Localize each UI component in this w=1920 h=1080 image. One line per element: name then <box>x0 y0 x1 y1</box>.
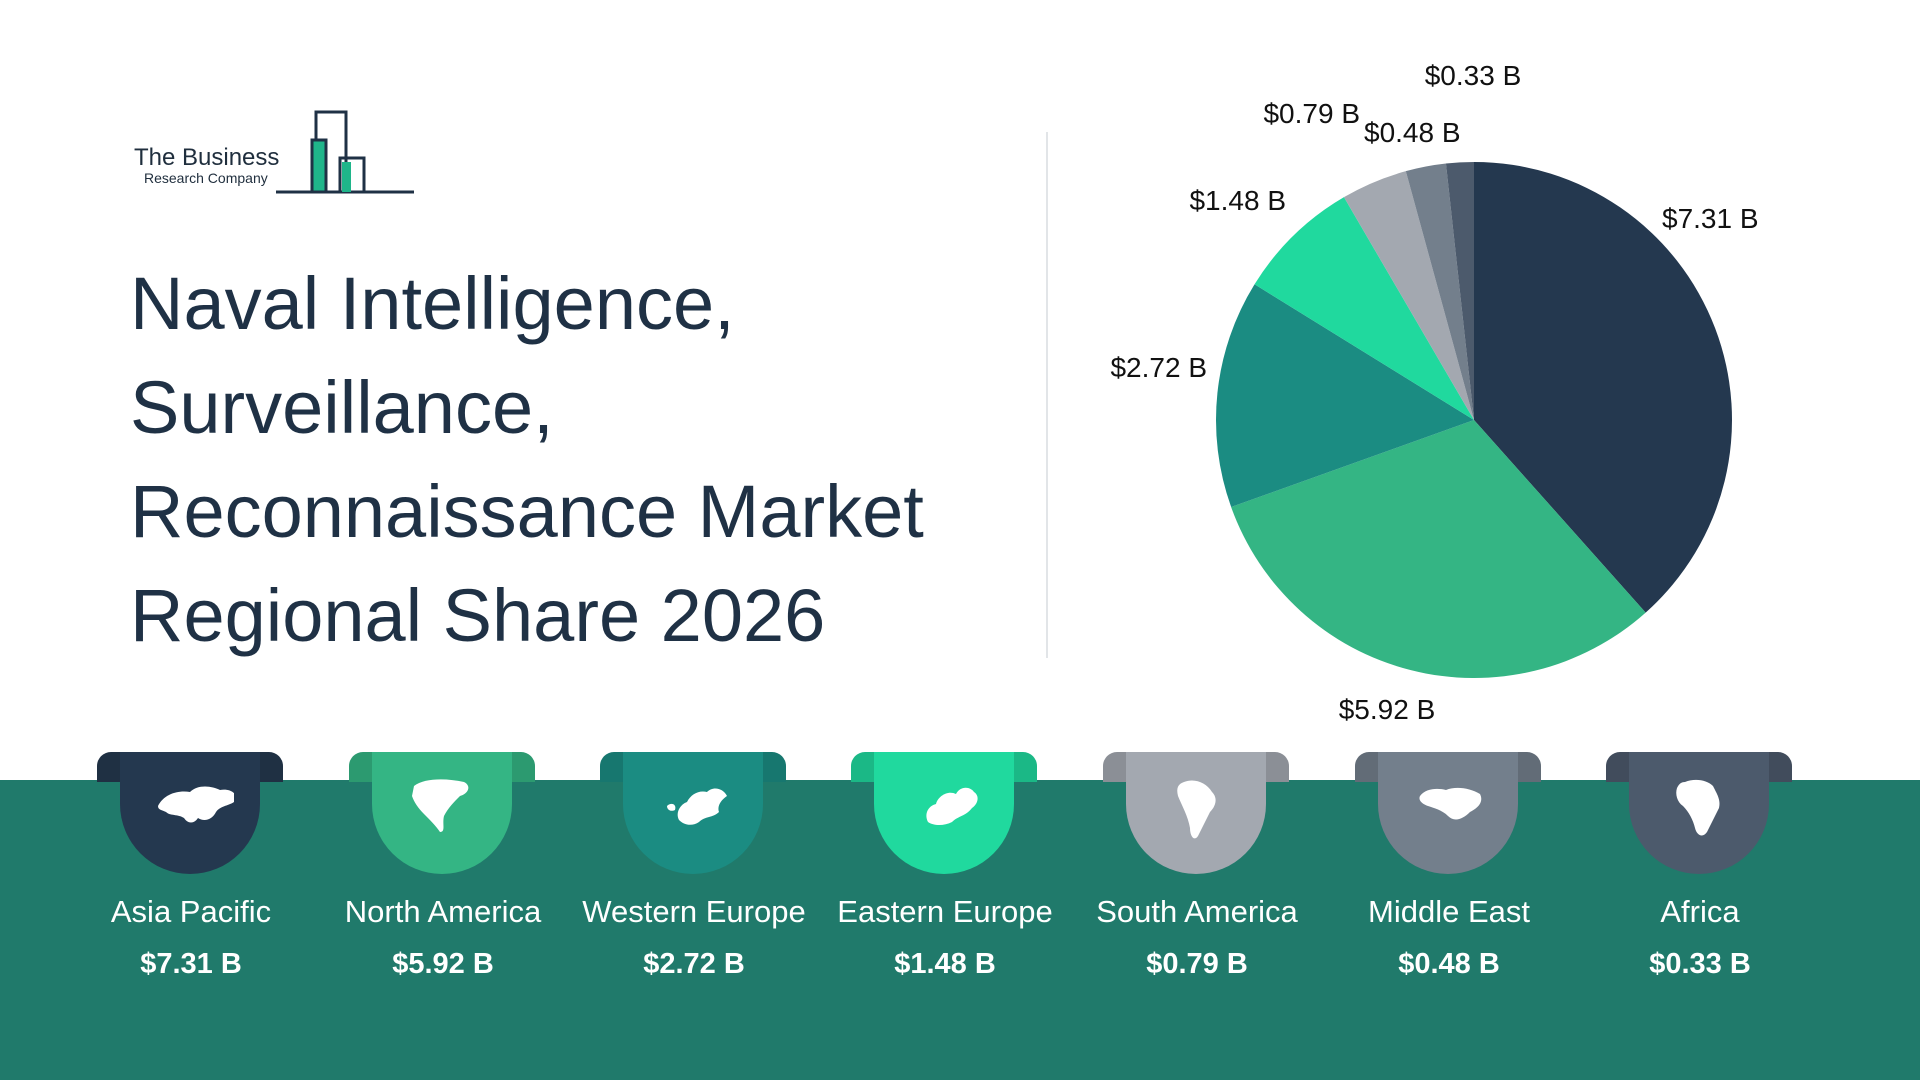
western-europe-map-icon <box>667 788 727 825</box>
region-card-eastern-europe: Eastern Europe $1.48 B <box>830 752 1060 1012</box>
title-line: Regional Share 2026 <box>130 574 826 657</box>
company-logo: The Business Research Company <box>134 108 424 198</box>
region-shield <box>1629 752 1769 874</box>
region-card-middle-east: Middle East $0.48 B <box>1334 752 1564 1012</box>
title-line: Surveillance, <box>130 366 554 449</box>
logo-subname: Research Company <box>144 170 268 186</box>
region-shield <box>623 752 763 874</box>
region-value: $0.79 B <box>1146 948 1248 980</box>
region-name: South America <box>1096 894 1298 929</box>
eastern-europe-map-icon <box>926 787 978 825</box>
region-card-western-europe: Western Europe $2.72 B <box>579 752 809 1012</box>
logo-buildings-icon <box>276 110 414 194</box>
pie-slice-middle-east <box>1405 163 1474 421</box>
region-card-asia-pacific: Asia Pacific $7.31 B <box>76 752 306 1012</box>
title-line: Reconnaissance Market <box>130 470 924 553</box>
south-america-map-icon <box>1177 780 1216 839</box>
region-name: Asia Pacific <box>110 894 272 929</box>
region-shield <box>120 752 260 874</box>
region-value: $5.92 B <box>392 948 494 980</box>
region-card-south-america: South America $0.79 B <box>1082 752 1312 1012</box>
region-value: $7.31 B <box>140 948 242 980</box>
region-name: Western Europe <box>582 894 806 929</box>
pie-data-label: $0.48 B <box>1364 117 1461 148</box>
middle-east-map-icon <box>1419 787 1482 820</box>
pie-data-label: $2.72 B <box>1110 352 1207 383</box>
pie-data-label: $0.79 B <box>1263 98 1360 129</box>
pie-chart: $7.31 B $5.92 B $2.72 B $1.48 B $0.79 B$0.48… <box>1110 60 1759 725</box>
region-shield <box>874 752 1014 874</box>
africa-map-icon <box>1676 779 1720 836</box>
pie-slice-western-europe <box>1216 284 1474 508</box>
pie-slice-africa <box>1445 162 1474 420</box>
region-shield <box>1126 752 1266 874</box>
pie-data-label: $0.33 B <box>1425 60 1522 91</box>
region-name: North America <box>344 894 542 929</box>
pie-data-label: $1.48 B <box>1189 185 1286 216</box>
title-line: Naval Intelligence, <box>130 262 735 345</box>
region-value: $1.48 B <box>894 948 996 980</box>
pie-slice-north-america <box>1231 420 1646 678</box>
asia-pacific-map-icon <box>158 786 234 823</box>
region-name: Eastern Europe <box>837 894 1053 929</box>
region-name: Middle East <box>1368 894 1530 929</box>
region-value: $0.48 B <box>1398 948 1500 980</box>
region-value: $2.72 B <box>643 948 745 980</box>
north-america-map-icon <box>412 779 469 832</box>
pie-slice-asia-pacific <box>1474 162 1732 613</box>
page-title: Naval Intelligence, Surveillance, Reconn… <box>130 252 990 668</box>
region-card-africa: Africa $0.33 B <box>1585 752 1815 1012</box>
pie-data-label: $5.92 B <box>1339 694 1436 725</box>
region-name: Africa <box>1660 894 1740 929</box>
region-card-north-america: North America $5.92 B <box>328 752 558 1012</box>
divider <box>1046 132 1048 658</box>
region-shield <box>372 752 512 874</box>
pie-data-label: $7.31 B <box>1662 203 1759 234</box>
pie-slice-eastern-europe <box>1254 197 1474 420</box>
region-value: $0.33 B <box>1649 948 1751 980</box>
logo-name: The Business <box>134 144 280 171</box>
pie-slice-south-america <box>1343 171 1474 420</box>
region-shield <box>1378 752 1518 874</box>
